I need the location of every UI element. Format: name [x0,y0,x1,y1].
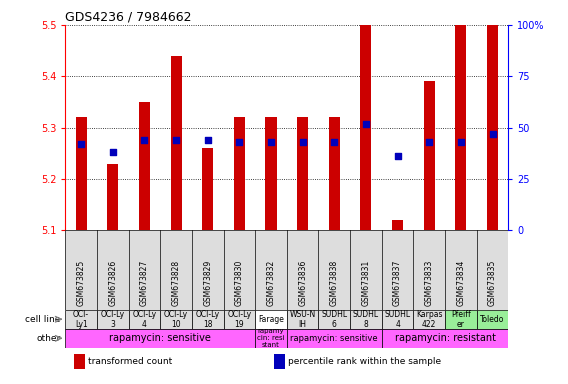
Point [77,141,86,147]
Text: percentile rank within the sample: percentile rank within the sample [288,357,441,366]
Bar [287,329,382,348]
Text: transformed count: transformed count [89,357,173,366]
Bar [65,310,97,329]
Bar [350,310,382,329]
Bar [224,310,255,329]
Bar [170,56,182,230]
Bar [107,164,118,230]
Bar [265,118,277,230]
Bar [297,118,308,230]
Text: GSM673831: GSM673831 [361,260,370,306]
Text: GSM673835: GSM673835 [488,259,497,306]
Text: Farage: Farage [258,315,284,324]
Text: OCI-
Ly1: OCI- Ly1 [73,310,89,329]
Bar [382,329,508,348]
Bar [128,310,160,329]
Bar [414,310,445,329]
Point [330,139,339,145]
Bar [139,102,150,230]
Text: WSU-N
IH: WSU-N IH [290,310,316,329]
Text: rapamycin: sensitive: rapamycin: sensitive [109,333,211,343]
Bar [487,0,498,230]
Text: SUDHL
8: SUDHL 8 [353,310,379,329]
Bar [329,118,340,230]
Point [203,137,212,143]
Text: GDS4236 / 7984662: GDS4236 / 7984662 [65,11,192,24]
Bar [192,310,224,329]
Text: other: other [36,334,61,343]
Bar [382,310,414,329]
Point [456,139,465,145]
Text: rapamycin: sensitive: rapamycin: sensitive [290,334,378,343]
Text: GSM673838: GSM673838 [330,260,339,306]
Point [172,137,181,143]
Point [108,149,118,156]
Text: SUDHL
4: SUDHL 4 [385,310,411,329]
Bar [65,329,255,348]
Text: GSM673826: GSM673826 [108,260,117,306]
Text: SUDHL
6: SUDHL 6 [321,310,348,329]
Text: OCI-Ly
3: OCI-Ly 3 [101,310,125,329]
Text: Karpas
422: Karpas 422 [416,310,442,329]
Bar [392,220,403,230]
Text: Toledo: Toledo [481,315,505,324]
Point [266,139,275,145]
Text: GSM673830: GSM673830 [235,259,244,306]
Bar [234,118,245,230]
Text: GSM673833: GSM673833 [425,259,434,306]
Text: rapamycin: resistant: rapamycin: resistant [395,333,495,343]
Bar [456,0,466,230]
Bar [74,354,85,369]
Bar [477,310,508,329]
Bar [319,310,350,329]
Point [425,139,434,145]
Bar [255,329,287,348]
Text: OCI-Ly
10: OCI-Ly 10 [164,310,188,329]
Bar [361,0,371,230]
Point [140,137,149,143]
Text: OCI-Ly
4: OCI-Ly 4 [132,310,157,329]
Bar [274,354,285,369]
Text: GSM673827: GSM673827 [140,260,149,306]
Bar [445,310,477,329]
Text: OCI-Ly
18: OCI-Ly 18 [195,310,220,329]
Point [393,153,402,159]
Text: rapamy
cin: resi
stant: rapamy cin: resi stant [257,328,285,348]
Text: OCI-Ly
19: OCI-Ly 19 [227,310,252,329]
Bar [97,310,128,329]
Text: GSM673836: GSM673836 [298,259,307,306]
Text: GSM673837: GSM673837 [393,259,402,306]
Text: GSM673828: GSM673828 [172,260,181,306]
Point [488,131,497,137]
Text: GSM673832: GSM673832 [266,260,275,306]
Point [235,139,244,145]
Text: GSM673834: GSM673834 [457,259,465,306]
Bar [287,310,319,329]
Text: Pfeiff
er: Pfeiff er [451,310,471,329]
Bar [76,118,87,230]
Point [361,121,370,127]
Point [298,139,307,145]
Bar [202,148,213,230]
Text: GSM673825: GSM673825 [77,260,86,306]
Bar [160,310,192,329]
Bar [424,81,435,230]
Bar [255,310,287,329]
Text: cell line: cell line [25,315,61,324]
Text: GSM673829: GSM673829 [203,260,212,306]
